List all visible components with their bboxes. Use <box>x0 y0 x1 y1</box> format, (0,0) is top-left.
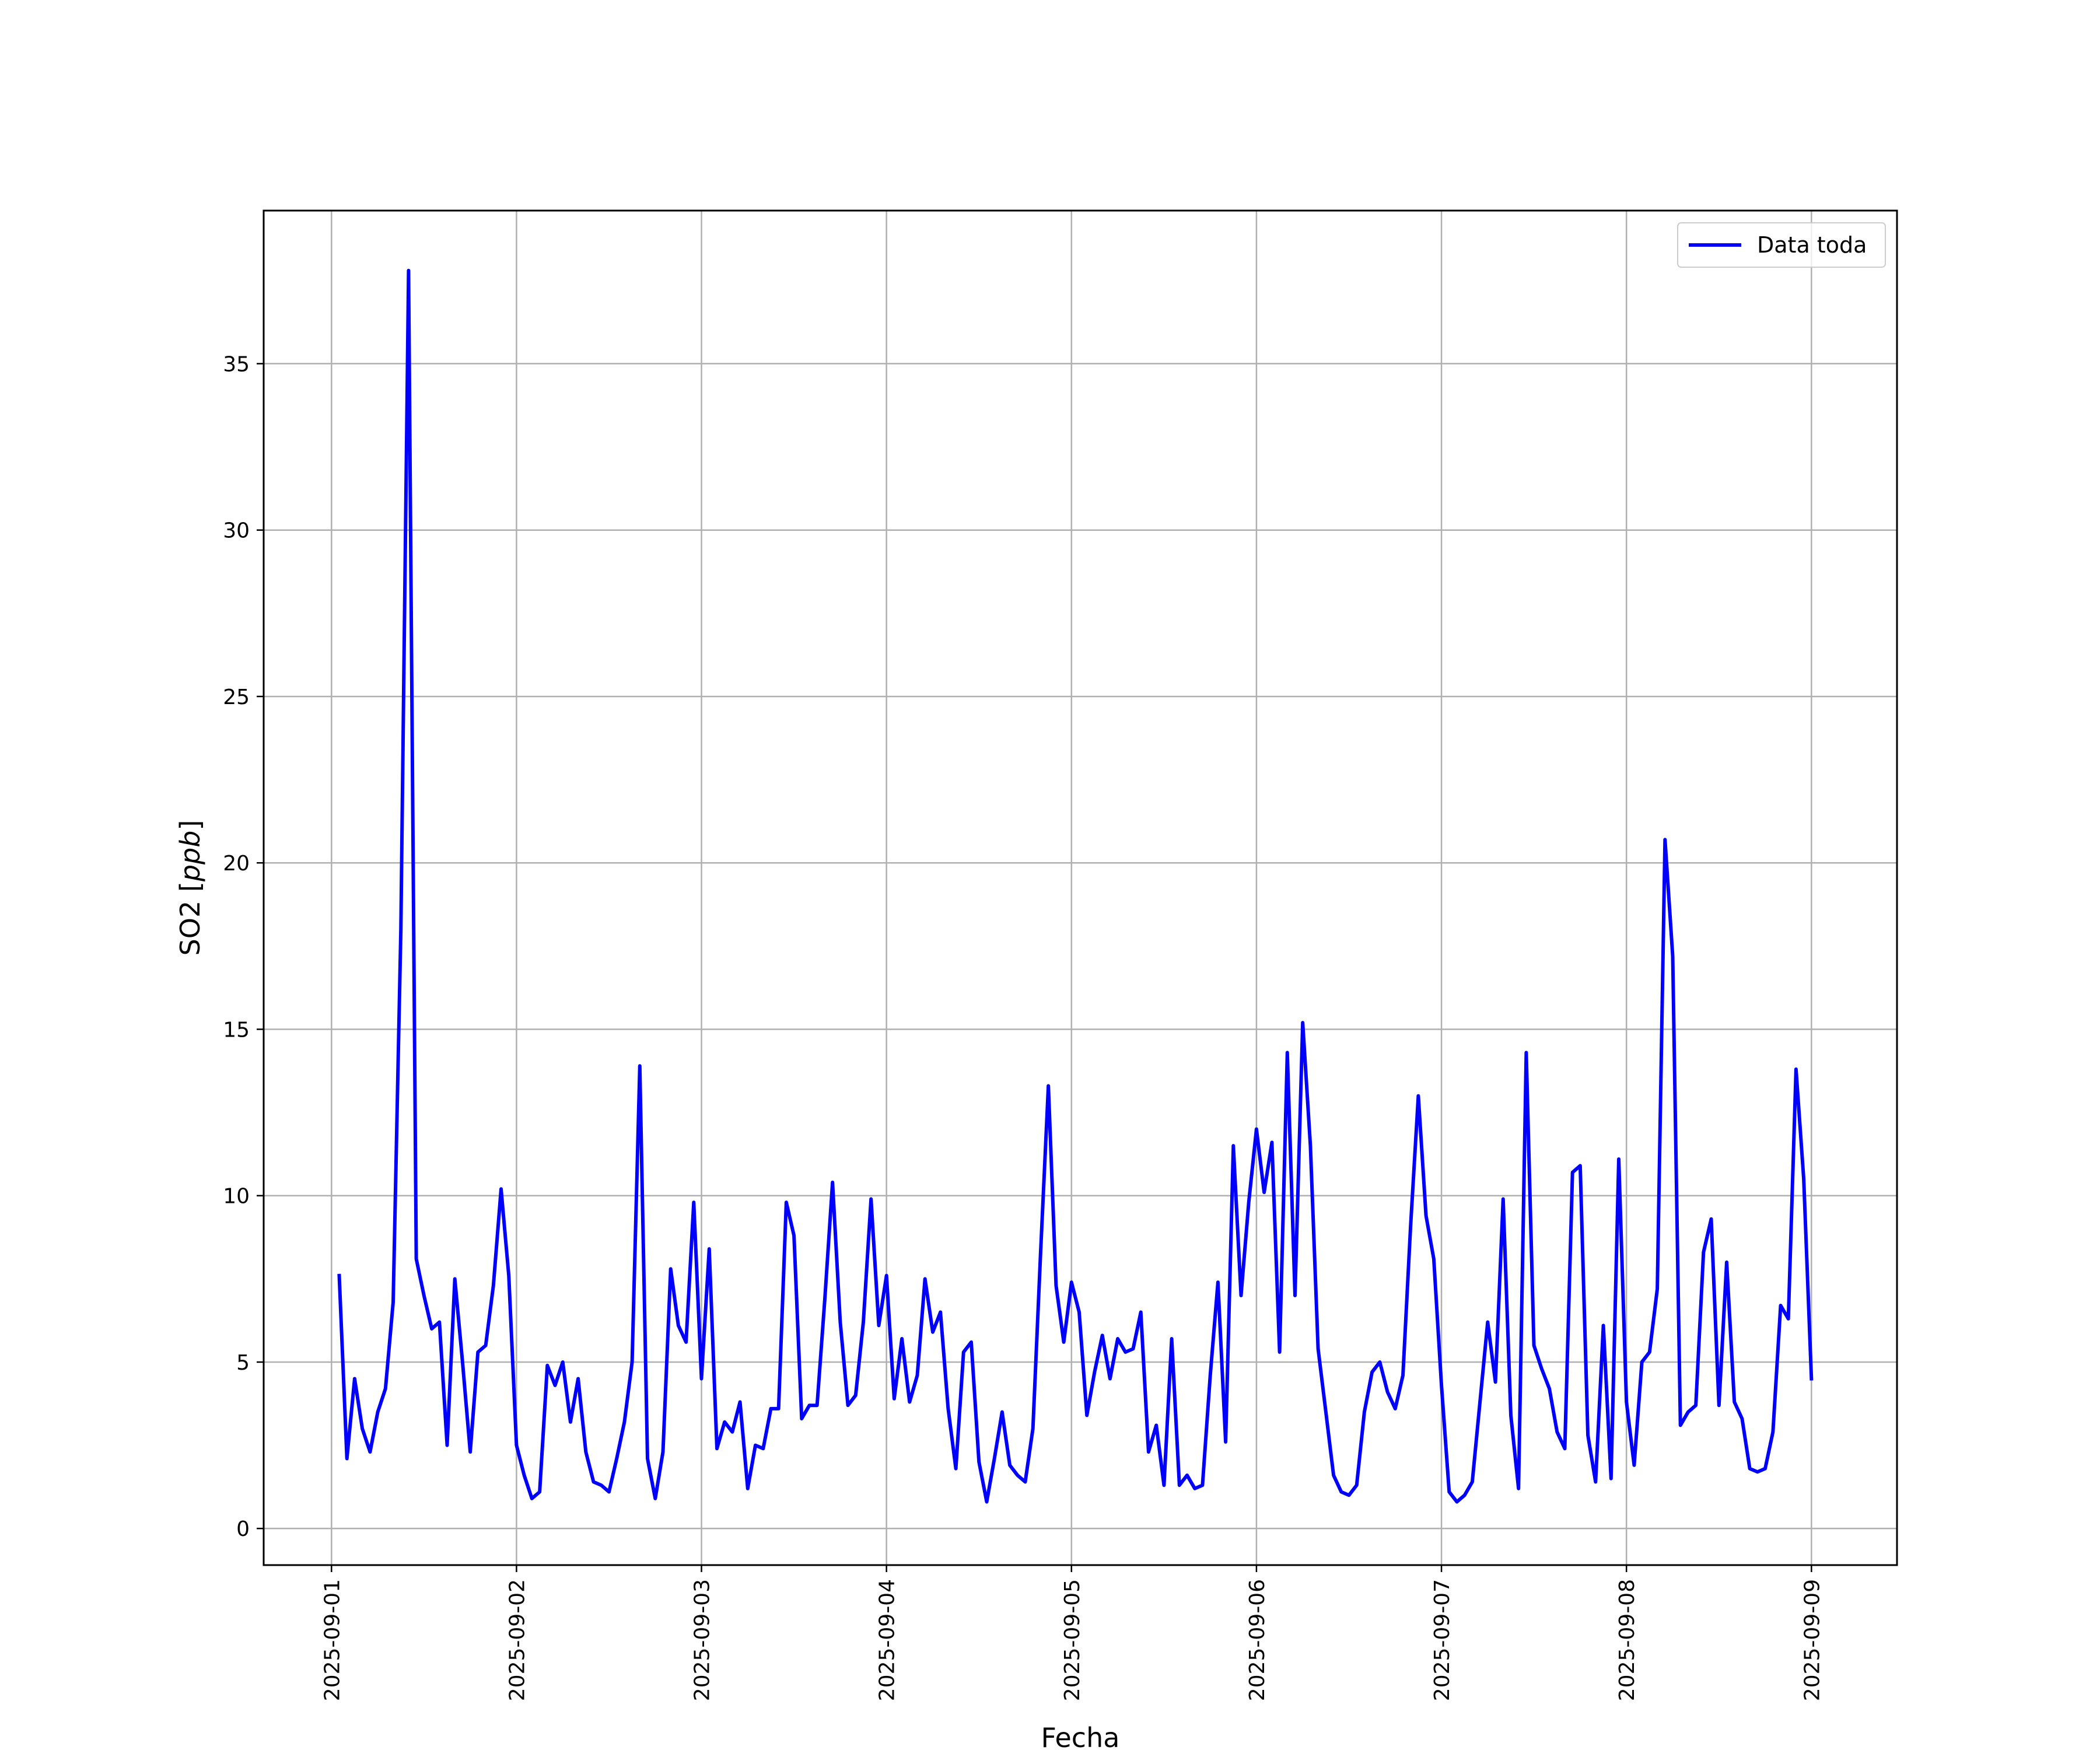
legend-box <box>1677 222 1886 268</box>
y-axis-label-text: SO2 [ <box>174 881 206 956</box>
x-tick-label: 2025-09-08 <box>1615 1579 1639 1701</box>
x-axis: 2025-09-01 2025-09-02 2025-09-03 2025-09-04… <box>320 1565 1824 1701</box>
legend: Data toda <box>1677 222 1886 268</box>
y-tick-label: 0 <box>236 1517 250 1541</box>
y-axis: 0 5 10 15 20 25 30 35 <box>223 352 264 1541</box>
x-tick-label: 2025-09-09 <box>1800 1579 1824 1701</box>
y-tick-label: 15 <box>223 1018 250 1042</box>
x-tick-label: 2025-09-03 <box>691 1579 715 1701</box>
y-tick-label: 20 <box>223 852 250 876</box>
y-tick-label: 35 <box>223 352 250 376</box>
x-tick-label: 2025-09-04 <box>876 1579 900 1701</box>
y-tick-label: 10 <box>223 1185 250 1209</box>
y-axis-label: SO2 [ppb] <box>174 820 206 956</box>
x-tick-label: 2025-09-05 <box>1060 1579 1084 1701</box>
y-tick-label: 25 <box>223 685 250 709</box>
series-layer <box>337 268 1814 1504</box>
legend-label: Data toda <box>1757 232 1867 258</box>
y-tick-label: 5 <box>236 1351 250 1375</box>
x-tick-label: 2025-09-01 <box>320 1579 344 1701</box>
x-tick-label: 2025-09-07 <box>1430 1579 1454 1701</box>
x-tick-label: 2025-09-02 <box>505 1579 529 1701</box>
plot-frame <box>262 209 1898 1566</box>
y-axis-label-unit: ppb <box>174 831 206 883</box>
series-line <box>337 268 1814 1504</box>
y-tick-label: 30 <box>223 519 250 543</box>
x-axis-label: Fecha <box>1041 1722 1120 1750</box>
x-tick-label: 2025-09-06 <box>1245 1579 1269 1701</box>
y-axis-label-close: ] <box>174 820 206 831</box>
